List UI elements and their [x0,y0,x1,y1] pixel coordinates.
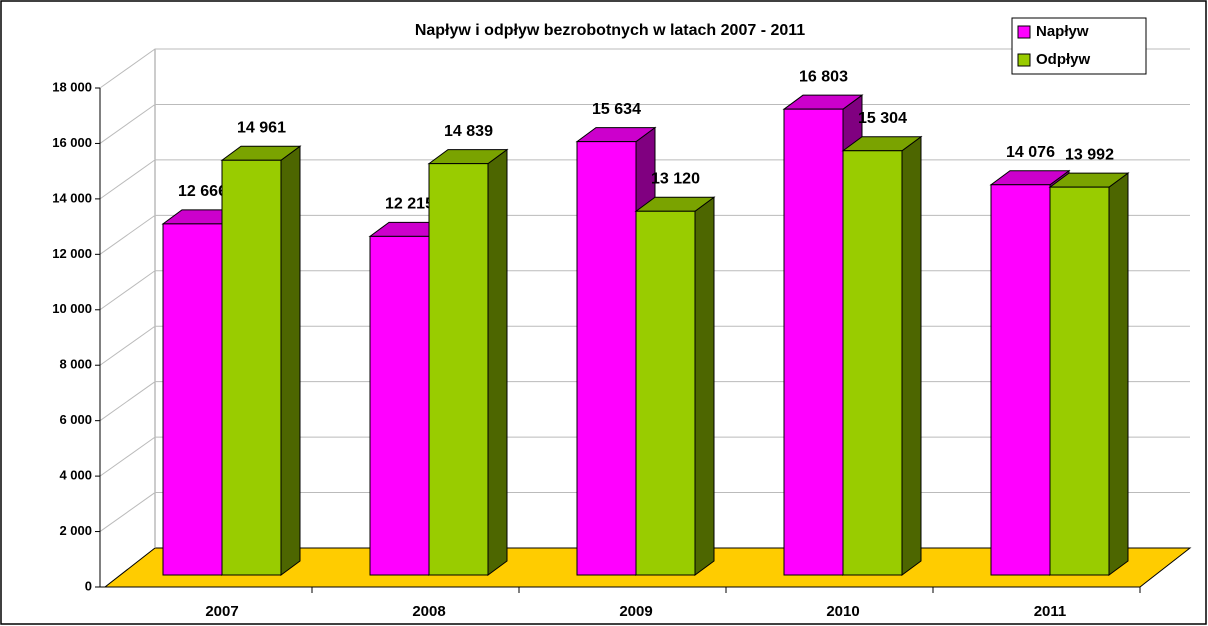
bar [427,148,509,576]
bar-front [990,184,1051,576]
bar-front [162,223,223,576]
value-label: 12 666 [178,183,227,200]
y-tick-label: 18 000 [52,79,92,94]
bar-side [487,148,508,576]
y-tick-label: 12 000 [52,246,92,261]
bar [220,145,302,576]
bar-side [694,196,715,576]
legend-label: Napływ [1036,23,1089,40]
y-tick-label: 16 000 [52,135,92,150]
x-tick-label: 2009 [619,603,652,620]
y-tick-label: 6 000 [59,412,92,427]
bar [634,196,716,576]
value-label: 13 120 [651,171,700,188]
y-tick-label: 8 000 [59,357,92,372]
value-label: 16 803 [799,68,848,85]
y-tick-label: 10 000 [52,301,92,316]
y-tick-label: 4 000 [59,468,92,483]
bar-front [842,150,903,576]
value-label: 12 215 [385,196,434,213]
value-label: 13 992 [1065,146,1114,163]
bar-front [1049,186,1110,576]
bar-front [635,210,696,576]
value-label: 15 304 [858,110,907,127]
grid-line [99,48,1190,89]
bar-side [1108,172,1129,576]
y-tick-label: 14 000 [52,190,92,205]
bar-side [901,135,922,576]
bar [1048,172,1130,576]
bar [841,135,923,576]
legend-swatch [1017,25,1031,39]
x-tick-label: 2007 [205,603,238,620]
value-label: 15 634 [592,101,641,118]
y-tick-label: 2 000 [59,523,92,538]
value-label: 14 839 [444,123,493,140]
x-tick-label: 2008 [412,603,445,620]
bar-front [221,159,282,576]
x-tick-label: 2011 [1034,603,1067,620]
legend-swatch [1017,53,1031,67]
y-tick-label: 0 [85,578,92,593]
bar-side [280,145,301,576]
legend-box [1011,17,1147,75]
x-tick-label: 2010 [826,603,859,620]
value-label: 14 076 [1006,144,1055,161]
bar-front [428,163,489,576]
value-label: 14 961 [237,119,286,136]
bar-front [369,235,430,576]
chart-title: Napływ i odpływ bezrobotnych w latach 20… [415,22,805,39]
legend-label: Odpływ [1036,51,1091,68]
bar-front [783,108,844,576]
bar-front [576,141,637,576]
